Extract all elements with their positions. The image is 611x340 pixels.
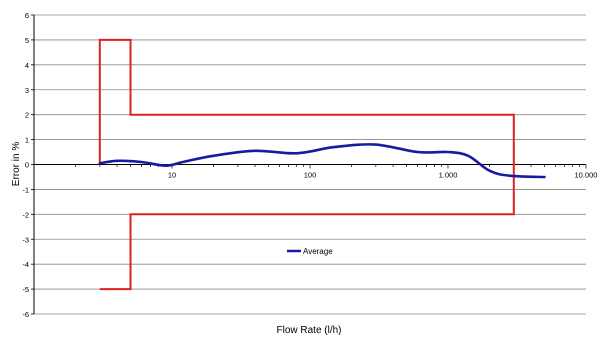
y-tick-label: -4 [22,260,29,269]
y-tick-label: 5 [25,36,29,45]
x-tick-label: 10.000 [575,171,598,180]
y-axis-title: Error in % [11,142,22,187]
y-tick-label: -1 [22,185,29,194]
y-tick-label: -2 [22,210,29,219]
y-tick-label: -3 [22,235,29,244]
legend: Average [287,247,333,256]
y-tick-label: -6 [22,310,29,319]
x-axis-title: Flow Rate (l/h) [276,325,341,336]
y-tick-label: 1 [25,136,29,145]
y-tick-label: 6 [25,11,29,20]
y-tick-label: 3 [25,86,29,95]
x-axis: 10 100 1.000 10.000 [33,164,598,180]
y-tick-label: 2 [25,111,29,120]
x-tick-label: 1.000 [439,171,458,180]
series-layer [98,143,546,179]
limit-envelope [98,38,515,291]
y-tick-label: -5 [22,285,29,294]
limit-envelope-line [98,38,515,291]
series-line-average [98,143,546,179]
y-tick-label: 0 [25,161,29,170]
gridlines [34,14,586,315]
x-tick-label: 100 [304,171,317,180]
y-tick-label: 4 [25,61,29,70]
x-tick-label: 10 [168,171,176,180]
legend-label-average: Average [303,247,333,256]
